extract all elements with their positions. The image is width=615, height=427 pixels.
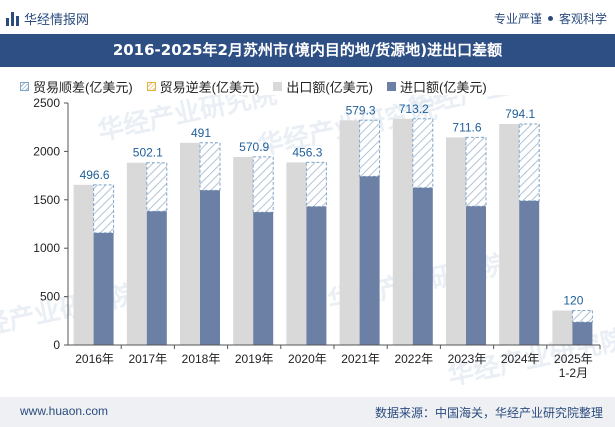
- y-tick-label: 2000: [33, 144, 60, 158]
- import-bar: [412, 187, 433, 345]
- x-tick-label: 2022年: [394, 352, 433, 366]
- legend-item-import[interactable]: 进口额(亿美元): [387, 77, 487, 96]
- surplus-swatch-icon: [20, 82, 29, 91]
- x-tick-label: 2024年: [501, 352, 540, 366]
- x-tick-label-line: 1-2月: [559, 366, 588, 380]
- export-bar: [286, 162, 307, 345]
- y-tick-label: 1000: [33, 241, 60, 255]
- import-bar: [253, 212, 274, 345]
- surplus-bar: [93, 184, 115, 234]
- surplus-bar: [199, 142, 221, 191]
- brand-logo-icon: [6, 11, 20, 26]
- surplus-data-label: 120: [563, 294, 583, 308]
- legend-item-surplus[interactable]: 贸易顺差(亿美元): [20, 77, 133, 96]
- export-bar: [392, 118, 413, 345]
- x-tick-label: 2017年: [128, 352, 167, 366]
- chart-legend: 贸易顺差(亿美元) 贸易逆差(亿美元) 出口额(亿美元) 进口额(亿美元): [20, 77, 487, 96]
- import-bar: [572, 322, 593, 345]
- surplus-data-label: 491: [191, 126, 211, 140]
- x-tick-label: 2021年: [341, 352, 380, 366]
- surplus-data-label: 496.6: [80, 168, 110, 182]
- surplus-bar: [252, 156, 274, 213]
- import-bar: [146, 211, 167, 345]
- export-bar: [499, 124, 520, 345]
- y-tick-label: 500: [40, 290, 60, 304]
- import-bar: [466, 206, 486, 345]
- x-tick-label: 2020年: [288, 352, 327, 366]
- surplus-data-label: 456.3: [292, 145, 322, 159]
- footer-site-link[interactable]: www.huaon.com: [20, 404, 109, 418]
- watermark-text: 华经产业研究院: [0, 279, 139, 347]
- x-tick-label-line: 2023年: [448, 352, 487, 366]
- x-tick-label: 2016年: [75, 352, 114, 366]
- surplus-data-label: 711.6: [452, 120, 481, 134]
- import-bar: [306, 206, 327, 345]
- surplus-data-label: 579.3: [346, 103, 376, 117]
- surplus-bar: [412, 118, 434, 189]
- x-tick-label-line: 2016年: [75, 352, 114, 366]
- export-bar: [552, 310, 573, 345]
- y-tick-label: 0: [53, 338, 60, 352]
- x-tick-label: 2025年 1-2月: [554, 352, 593, 380]
- export-bar: [126, 162, 147, 345]
- export-bar: [73, 184, 94, 345]
- y-tick-label: 1500: [33, 193, 60, 207]
- x-tick-label-line: 2017年: [128, 352, 167, 366]
- import-bar: [359, 176, 380, 345]
- surplus-bar: [146, 162, 168, 212]
- legend-label-surplus: 贸易顺差(亿美元): [33, 80, 133, 95]
- chart-title: 2016-2025年2月苏州市(境内目的地/货源地)进出口差额: [0, 34, 615, 67]
- x-tick-label-line: 2024年: [501, 352, 540, 366]
- x-tick-label-line: 2022年: [394, 352, 433, 366]
- import-bar: [519, 200, 540, 345]
- surplus-data-label: 713.2: [399, 102, 429, 116]
- surplus-bar: [571, 310, 593, 323]
- tagline-1: 专业严谨: [493, 12, 542, 26]
- surplus-data-label: 570.9: [239, 140, 269, 154]
- export-swatch-icon: [273, 82, 283, 91]
- footer: www.huaon.com 数据来源：中国海关，华经产业研究院整理: [0, 397, 615, 427]
- legend-item-deficit[interactable]: 贸易逆差(亿美元): [146, 77, 260, 96]
- import-bar: [93, 232, 114, 345]
- surplus-bar: [518, 123, 540, 202]
- x-tick-label: 2023年: [448, 352, 487, 366]
- chart-plot: 华经产业研究院华经产业研究院华经产业研究院华经产业研究院华经产业研究院华经产业研…: [0, 95, 615, 392]
- x-tick-label-line: 2018年: [182, 352, 221, 366]
- x-tick-label-line: 2025年: [554, 352, 593, 366]
- surplus-data-label: 794.1: [505, 107, 535, 121]
- legend-item-export[interactable]: 出口额(亿美元): [273, 77, 373, 96]
- legend-label-import: 进口额(亿美元): [400, 80, 487, 95]
- surplus-data-label: 502.1: [133, 146, 163, 160]
- footer-source: 数据来源：中国海关，华经产业研究院整理: [374, 406, 603, 420]
- top-bar: 华经情报网 专业严谨 客观科学: [0, 0, 615, 34]
- export-bar: [180, 142, 200, 345]
- surplus-bar: [465, 136, 487, 207]
- legend-label-export: 出口额(亿美元): [286, 80, 374, 95]
- surplus-bar: [359, 119, 381, 177]
- export-bar: [446, 137, 466, 345]
- x-tick-label-line: 2020年: [288, 352, 327, 366]
- export-bar: [233, 156, 254, 345]
- import-swatch-icon: [387, 82, 397, 91]
- tagline: 专业严谨 客观科学: [494, 10, 607, 27]
- x-tick-label-line: 2021年: [341, 352, 380, 366]
- surplus-bar: [305, 161, 327, 208]
- x-tick-label: 2018年: [182, 352, 221, 366]
- bullet-icon: [547, 16, 553, 21]
- brand-name: 华经情报网: [24, 12, 90, 27]
- brand[interactable]: 华经情报网: [6, 9, 89, 28]
- deficit-swatch-icon: [146, 82, 156, 91]
- y-tick-label: 2500: [33, 96, 60, 110]
- legend-label-deficit: 贸易逆差(亿美元): [159, 80, 260, 95]
- x-tick-label: 2019年: [235, 352, 274, 366]
- import-bar: [200, 190, 220, 345]
- export-bar: [339, 120, 360, 345]
- tagline-2: 客观科学: [558, 12, 607, 26]
- x-tick-label-line: 2019年: [235, 352, 274, 366]
